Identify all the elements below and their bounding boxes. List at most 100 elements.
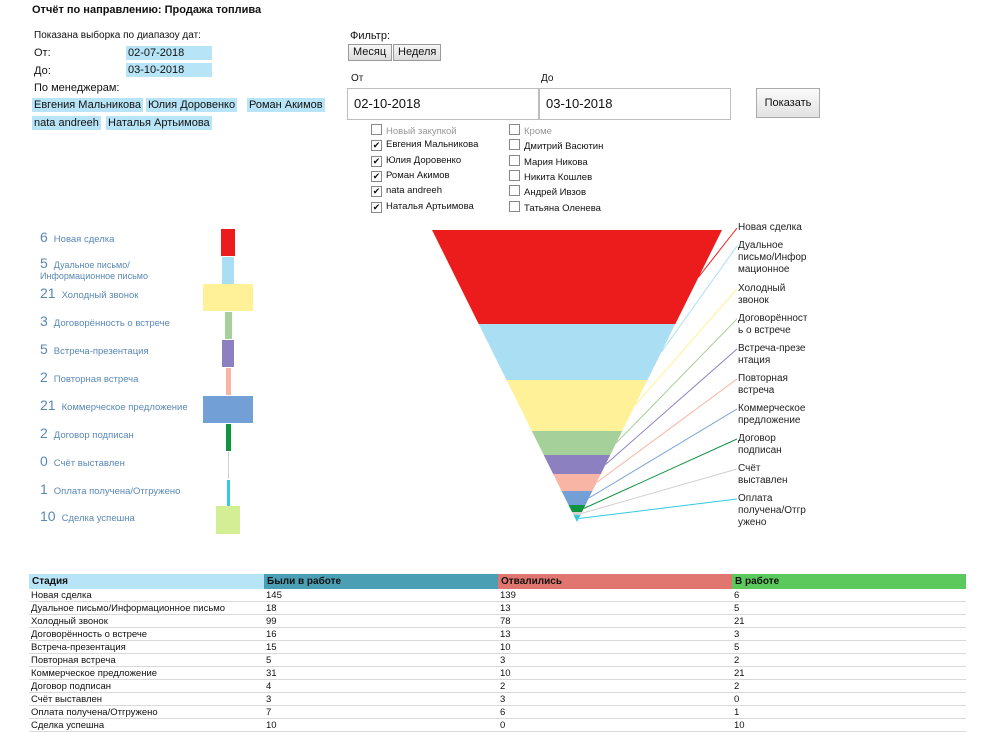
table-row: Оплата получена/Отгружено 7 6 1: [29, 705, 966, 719]
funnel-segment: [531, 431, 623, 455]
stage-bar: [216, 506, 240, 534]
stage-bar: [203, 284, 253, 311]
checkbox[interactable]: [509, 185, 520, 197]
stage-name: Новая сделка: [53, 234, 115, 245]
checkbox-label: Юлия Доровенко: [386, 154, 462, 166]
manager-checkbox-item[interactable]: ✔ Наталья Артьимова: [371, 201, 474, 214]
table-cell: Сделка успешна: [29, 718, 264, 732]
table-cell: 21: [732, 666, 966, 680]
manager-checkbox-item[interactable]: Кроме: [509, 124, 552, 137]
manager-checkbox-item[interactable]: Новый закупкой: [371, 124, 457, 137]
manager-checkbox-item[interactable]: Андрей Ивзов: [509, 185, 586, 198]
table-cell: 0: [732, 692, 966, 706]
checkbox[interactable]: [509, 200, 520, 212]
stage-row: 2 Договор подписан: [40, 425, 134, 443]
funnel-label: Договорённост ь о встрече: [738, 313, 808, 336]
header-in-work: В работе: [732, 574, 966, 589]
stage-count: 1: [40, 481, 48, 497]
stage-name: Встреча-презентация: [53, 346, 149, 357]
stage-count: 0: [40, 453, 48, 469]
table-cell: Повторная встреча: [29, 653, 264, 667]
stage-count: 21: [40, 397, 56, 413]
funnel-leader-line: [588, 408, 738, 499]
checkbox[interactable]: ✔: [371, 170, 382, 182]
table-cell: Договорённость о встрече: [29, 627, 264, 641]
stage-bar: [227, 452, 229, 479]
table-cell: 10: [498, 640, 732, 654]
stage-name: Дуальное письмо/ Информационное письмо: [40, 260, 148, 281]
funnel-label: Оплата получена/Отгр ужено: [738, 493, 806, 528]
table-cell: 5: [264, 653, 498, 667]
stage-name: Коммерческое предложение: [61, 402, 188, 413]
funnel-leader-line: [605, 348, 738, 465]
date-to-input[interactable]: 03-10-2018: [539, 88, 731, 120]
header-dropped: Отвалились: [498, 574, 732, 589]
funnel-label: Счёт выставлен: [738, 463, 788, 486]
checkbox[interactable]: [371, 124, 382, 135]
selection-to-label: До:: [34, 65, 51, 77]
managers-label: По менеджерам:: [34, 82, 120, 94]
table-cell: Встреча-презентация: [29, 640, 264, 654]
week-button[interactable]: Неделя: [393, 44, 441, 61]
funnel-label: Договор подписан: [738, 433, 782, 456]
date-from-input[interactable]: 02-10-2018: [347, 88, 539, 120]
table-cell: 99: [264, 614, 498, 628]
checkbox[interactable]: ✔: [371, 186, 382, 198]
manager-checkbox-item[interactable]: ✔ Юлия Доровенко: [371, 155, 461, 168]
manager-checkbox-item[interactable]: ✔ nata andreeh: [371, 185, 442, 198]
checkbox[interactable]: [509, 124, 520, 135]
manager-checkbox-item[interactable]: Никита Кошлев: [509, 169, 592, 183]
stage-bar: [224, 312, 232, 339]
manager-checkbox-item[interactable]: ✔ Роман Акимов: [371, 170, 450, 183]
funnel-label: Новая сделка: [738, 222, 802, 233]
table-cell: 13: [498, 601, 732, 615]
manager-chip: Евгения Мальникова: [32, 98, 143, 112]
table-row: Холодный звонок 99 78 21: [29, 614, 966, 628]
checkbox[interactable]: [509, 169, 520, 181]
table-cell: 13: [498, 627, 732, 641]
checkbox-label: Андрей Ивзов: [524, 187, 586, 199]
funnel-label: Дуальное письмо/Инфор мационное: [738, 240, 807, 275]
month-button[interactable]: Месяц: [348, 44, 392, 61]
show-button[interactable]: Показать: [756, 88, 820, 118]
checkbox[interactable]: ✔: [371, 155, 382, 167]
checkbox[interactable]: [509, 154, 520, 166]
stage-count: 10: [40, 508, 56, 524]
manager-chip: Роман Акимов: [247, 98, 325, 112]
manager-checkbox-item[interactable]: Дмитрий Васютин: [509, 139, 603, 152]
funnel-label: Встреча-презе нтация: [738, 343, 806, 366]
checkbox-label: nata andreeh: [386, 185, 442, 197]
table-cell: 3: [732, 627, 966, 641]
table-cell: 10: [264, 718, 498, 732]
table-cell: Счёт выставлен: [29, 692, 264, 706]
manager-checkbox-item[interactable]: Татьяна Оленева: [509, 200, 601, 214]
table-cell: 18: [264, 601, 498, 615]
funnel-segment: [568, 505, 586, 512]
filter-label: Фильтр:: [350, 30, 391, 42]
checkbox-label: Новый закупкой: [386, 126, 457, 137]
table-header-row: Стадия Были в работе Отвалились В работе: [29, 574, 966, 589]
table-cell: 10: [498, 666, 732, 680]
selection-to-value: 03-10-2018: [126, 63, 212, 77]
manager-chip: nata andreeh: [32, 116, 101, 130]
selection-from-label: От:: [34, 47, 51, 59]
stage-bar: [203, 396, 253, 423]
checkbox-label: Наталья Артьимова: [386, 200, 474, 212]
table-row: Договор подписан 4 2 2: [29, 679, 966, 693]
manager-checkbox-item[interactable]: ✔ Евгения Мальникова: [371, 139, 478, 152]
table-cell: 3: [498, 653, 732, 667]
table-cell: Оплата получена/Отгружено: [29, 705, 264, 719]
table-row: Счёт выставлен 3 3 0: [29, 692, 966, 706]
checkbox[interactable]: ✔: [371, 201, 382, 213]
table-cell: 5: [732, 640, 966, 654]
manager-chip: Юлия Доровенко: [146, 98, 238, 112]
stage-name: Договор подписан: [53, 430, 134, 441]
stage-name: Договорённость о встрече: [53, 318, 170, 329]
checkbox[interactable]: ✔: [371, 140, 382, 152]
table-row: Встреча-презентация 15 10 5: [29, 640, 966, 654]
table-cell: 10: [732, 718, 966, 732]
checkbox[interactable]: [509, 139, 520, 151]
table-cell: Дуальное письмо/Информационное письмо: [29, 601, 264, 615]
funnel-leader-line: [583, 438, 738, 509]
manager-checkbox-item[interactable]: Мария Никова: [509, 154, 588, 168]
